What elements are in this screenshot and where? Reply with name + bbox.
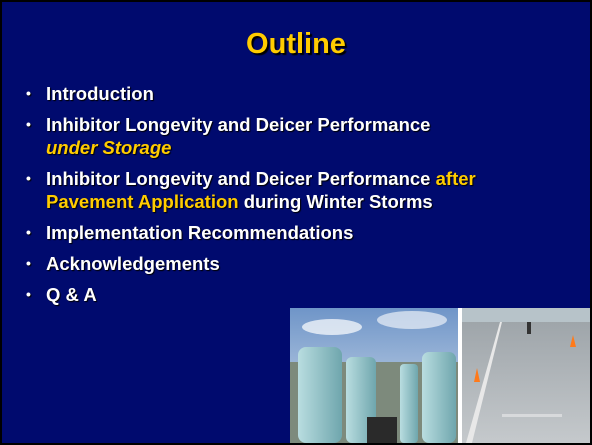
bullet-line: Implementation Recommendations: [46, 221, 590, 244]
bullet-text: Implementation Recommendations: [46, 222, 354, 243]
bullet-dot: •: [26, 286, 31, 302]
photo-pavement: [462, 308, 590, 443]
bullet-text: during Winter Storms: [238, 191, 433, 212]
bullet-dot: •: [26, 116, 31, 132]
bullet-line: Q & A: [46, 283, 590, 306]
bullet-line: Acknowledgements: [46, 252, 590, 275]
bullet-dot: •: [26, 224, 31, 240]
bullet: • Inhibitor Longevity and Deicer Performa…: [24, 113, 590, 159]
bullet-line: Inhibitor Longevity and Deicer Performan…: [46, 113, 590, 136]
bullet: • Inhibitor Longevity and Deicer Performa…: [24, 167, 590, 213]
bullet-dot: •: [26, 85, 31, 101]
bullet-text: Acknowledgements: [46, 253, 220, 274]
bullet-line: Pavement Application during Winter Storm…: [46, 190, 590, 213]
bullet-dot: •: [26, 170, 31, 186]
photo-divider: [458, 308, 462, 443]
bullet-text: Inhibitor Longevity and Deicer Performan…: [46, 114, 431, 135]
bullet-text: Introduction: [46, 83, 154, 104]
bullet-text: Pavement Application: [46, 191, 239, 212]
bullet: • Q & A: [24, 283, 590, 306]
bullet-text: under Storage: [46, 137, 172, 158]
bullet-line: under Storage: [46, 136, 590, 159]
bullet: • Introduction: [24, 82, 590, 105]
bullet-line: Inhibitor Longevity and Deicer Performan…: [46, 167, 590, 190]
bullet-text: Inhibitor Longevity and Deicer Performan…: [46, 168, 436, 189]
slide-title: Outline: [246, 28, 346, 60]
bullet-dot: •: [26, 255, 31, 271]
bullet-text: after: [435, 168, 476, 189]
bullet: • Implementation Recommendations: [24, 221, 590, 244]
bullet-list: • Introduction • Inhibitor Longevity and De…: [24, 82, 590, 314]
photo-tanks: [290, 308, 458, 443]
bullet: • Acknowledgements: [24, 252, 590, 275]
bullet-line: Introduction: [46, 82, 590, 105]
bullet-text: Q & A: [46, 284, 97, 305]
